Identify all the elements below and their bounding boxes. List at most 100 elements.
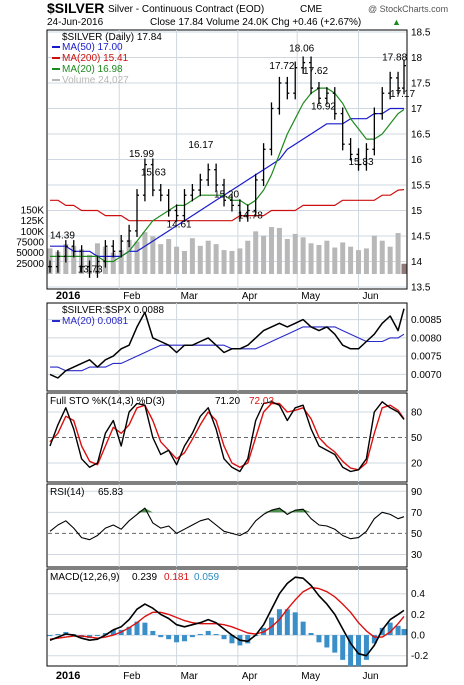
hist-value: 0.059	[194, 572, 219, 583]
macd-histogram-bar	[292, 612, 298, 636]
macd-histogram-bar	[110, 629, 116, 636]
price-annotation: 15.99	[129, 149, 154, 160]
sto-panel-title: Full STO %K(14,3) %D(3)	[50, 396, 165, 407]
price-annotation: 13.73	[78, 264, 103, 275]
macd-histogram-bar	[142, 622, 148, 636]
month-tick-label: Apr	[242, 291, 258, 302]
macd-histogram-bar	[158, 635, 164, 638]
y-tick-label: -0.2	[411, 651, 429, 662]
volume-bar	[237, 248, 243, 274]
y-tick-label: 80	[411, 408, 423, 419]
legend-entry: MA(20) 16.98	[62, 64, 123, 75]
y-tick-label: 0.2	[411, 610, 425, 621]
rsi-panel-frame	[46, 483, 408, 568]
y-tick-label: 15.5	[411, 181, 431, 192]
price-annotation: 14.39	[50, 231, 75, 242]
y-tick-label: 0.0075	[411, 352, 442, 363]
month-tick-label: Feb	[123, 291, 141, 302]
volume-layer	[47, 227, 407, 274]
volume-bar	[308, 243, 314, 274]
y-tick-label: 13.5	[411, 283, 431, 294]
macd-histogram-bar	[324, 635, 330, 648]
sto-panel-frame	[46, 392, 408, 483]
macd-histogram-bar	[181, 635, 187, 642]
price-annotation: 17.62	[303, 66, 328, 77]
watermark: @ StockCharts.com	[368, 4, 448, 14]
volume-bar	[371, 235, 377, 274]
macd-histogram-bar	[134, 621, 140, 636]
macd-histogram-bar	[300, 621, 306, 636]
volume-bar	[229, 250, 235, 274]
volume-bar	[110, 252, 116, 274]
macd-panel-frame	[46, 568, 408, 667]
price-annotation: 18.06	[289, 43, 314, 54]
signal-value: 0.181	[164, 572, 189, 583]
volume-bar	[324, 240, 330, 274]
macd-histogram-bar	[363, 635, 369, 660]
month-tick-label: 2016	[56, 670, 80, 682]
month-tick-label: Apr	[242, 671, 258, 682]
y-tick-label: 0.0085	[411, 315, 442, 326]
macd-line	[49, 576, 405, 657]
price-annotation: 15.83	[349, 157, 374, 168]
volume-bar	[292, 233, 298, 274]
volume-tick-label: 75000	[16, 238, 44, 249]
volume-bar	[332, 247, 338, 274]
y-tick-label: 17	[411, 104, 423, 115]
price-annotation: 14.78	[238, 211, 263, 222]
rsi-line	[49, 507, 405, 541]
ma50-line	[50, 107, 404, 257]
legend-entry: MA(20) 0.0081	[62, 316, 129, 327]
volume-bar	[134, 241, 140, 274]
volume-bar	[142, 232, 148, 274]
y-tick-label: 0.4	[411, 589, 425, 600]
volume-tick-label: 150K	[21, 206, 45, 217]
macd-histogram-bar	[308, 633, 314, 636]
volume-bar	[158, 244, 164, 274]
volume-bar	[253, 231, 259, 274]
volume-bar	[284, 239, 290, 274]
macd-histogram-bar	[94, 635, 100, 637]
macd-histogram-bar	[221, 635, 227, 640]
volume-bar	[276, 227, 282, 274]
volume-bar	[71, 245, 77, 274]
volume-bar	[205, 240, 211, 274]
volume-bar	[401, 263, 407, 274]
volume-bar	[166, 239, 172, 274]
macd-histogram-bar	[401, 628, 407, 636]
macd-histogram-bar	[55, 634, 61, 636]
month-tick-label: Feb	[123, 671, 141, 682]
price-annotation: 14.61	[167, 219, 192, 230]
sto-k-value: 71.20	[215, 396, 240, 407]
volume-tick-label: 50000	[16, 248, 44, 259]
macd-value: 0.239	[132, 572, 157, 583]
volume-bar	[348, 246, 354, 274]
ratio-ma20-line	[50, 326, 405, 372]
y-tick-label: 0.0070	[411, 370, 442, 381]
y-tick-label: 50	[411, 433, 423, 444]
instrument-name: Silver - Continuous Contract (EOD)	[108, 4, 264, 15]
volume-tick-label: 25000	[16, 259, 44, 270]
stats-arrow: ▲	[392, 17, 401, 27]
ratio-line	[49, 308, 405, 379]
series-layer	[47, 56, 407, 667]
y-tick-label: 15	[411, 206, 423, 217]
macd-histogram-bar	[340, 635, 346, 660]
ratio-panel-frame	[46, 302, 408, 392]
month-tick-label: May	[301, 291, 320, 302]
price-annotation: 16.92	[311, 102, 336, 113]
volume-bar	[197, 245, 203, 274]
macd-panel-title: MACD(12,26,9)	[50, 572, 119, 583]
price-annotation: 17.17	[390, 89, 415, 100]
legend-entry: MA(200) 15.41	[62, 53, 129, 64]
volume-tick-label: 100K	[21, 227, 45, 238]
volume-bar	[316, 244, 322, 274]
macd-histogram-bar	[332, 635, 338, 653]
y-tick-label: 30	[411, 550, 423, 561]
volume-bar	[268, 227, 274, 274]
rsi-value: 65.83	[98, 487, 123, 498]
grid-layer	[48, 30, 406, 666]
volume-bar	[189, 238, 195, 274]
y-tick-label: 17.5	[411, 79, 431, 90]
exchange: CME	[300, 4, 323, 15]
